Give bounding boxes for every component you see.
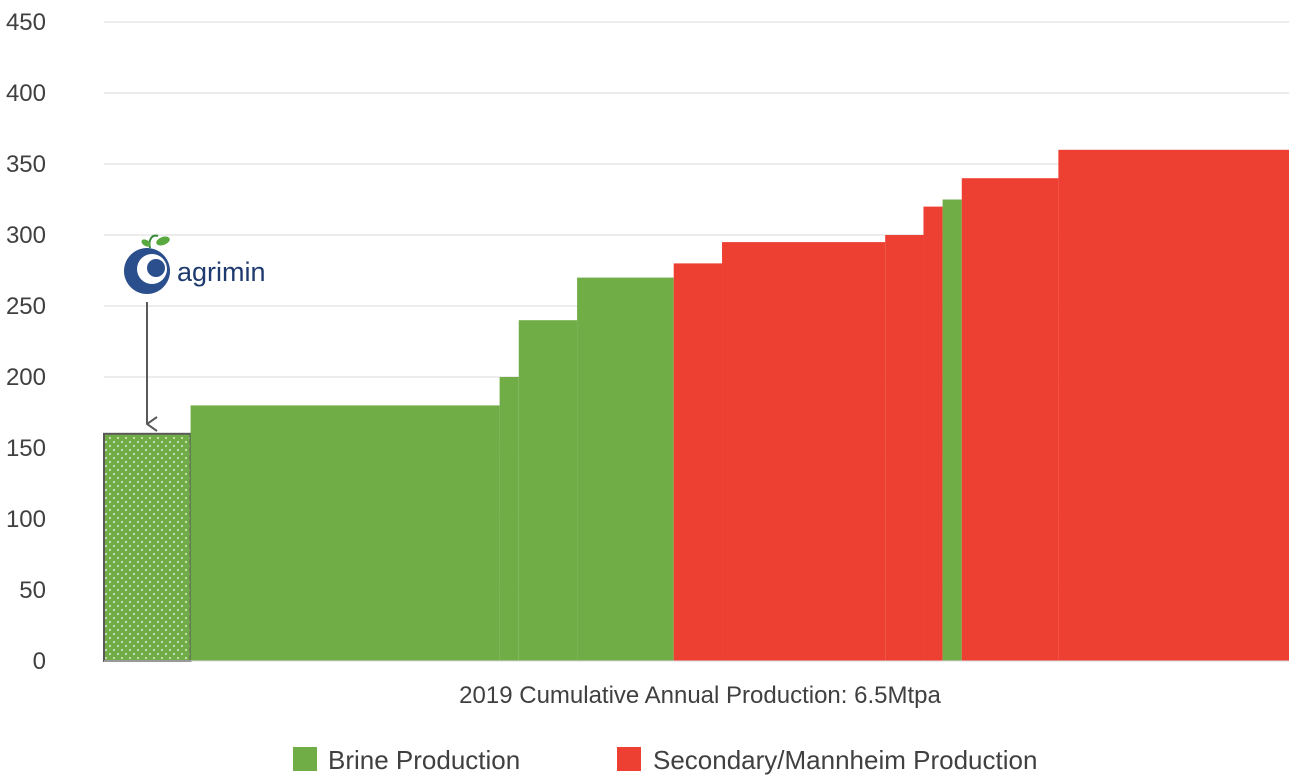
y-tick-label: 200 (6, 364, 46, 391)
legend-label-brine: Brine Production (328, 745, 520, 775)
y-tick-label: 0 (33, 648, 46, 675)
x-axis-title: 2019 Cumulative Annual Production: 6.5Mt… (459, 682, 941, 709)
bar-secondary (673, 263, 723, 661)
y-tick-label: 250 (6, 293, 46, 320)
bar-brine-agrimin (103, 432, 192, 662)
y-tick-label: 350 (6, 151, 46, 178)
bar-secondary (923, 206, 943, 661)
agrimin-logo-text: agrimin (177, 257, 266, 287)
y-tick-label: 400 (6, 80, 46, 107)
y-axis: 0 50 100 150 200 250 300 350 400 450 (6, 9, 46, 675)
bar-brine (518, 320, 578, 661)
bar-secondary (1058, 149, 1289, 662)
bar-brine (190, 405, 500, 661)
legend-label-secondary: Secondary/Mannheim Production (653, 745, 1037, 775)
bar-secondary (722, 242, 886, 661)
bar-secondary (885, 235, 924, 661)
y-tick-label: 150 (6, 435, 46, 462)
y-tick-label: 50 (19, 577, 46, 604)
agrimin-logo-icon (124, 234, 170, 294)
legend: Brine Production Secondary/Mannheim Produ… (293, 745, 1037, 775)
legend-swatch-secondary (617, 747, 641, 771)
agrimin-annotation: agrimin (124, 234, 266, 424)
y-tick-label: 450 (6, 9, 46, 36)
bars (103, 149, 1289, 662)
y-tick-label: 100 (6, 506, 46, 533)
y-tick-label: 300 (6, 222, 46, 249)
legend-swatch-brine (293, 747, 317, 771)
bar-brine (942, 199, 962, 661)
bar-brine (499, 377, 519, 661)
bar-secondary (961, 178, 1059, 661)
bar-brine (577, 277, 674, 661)
